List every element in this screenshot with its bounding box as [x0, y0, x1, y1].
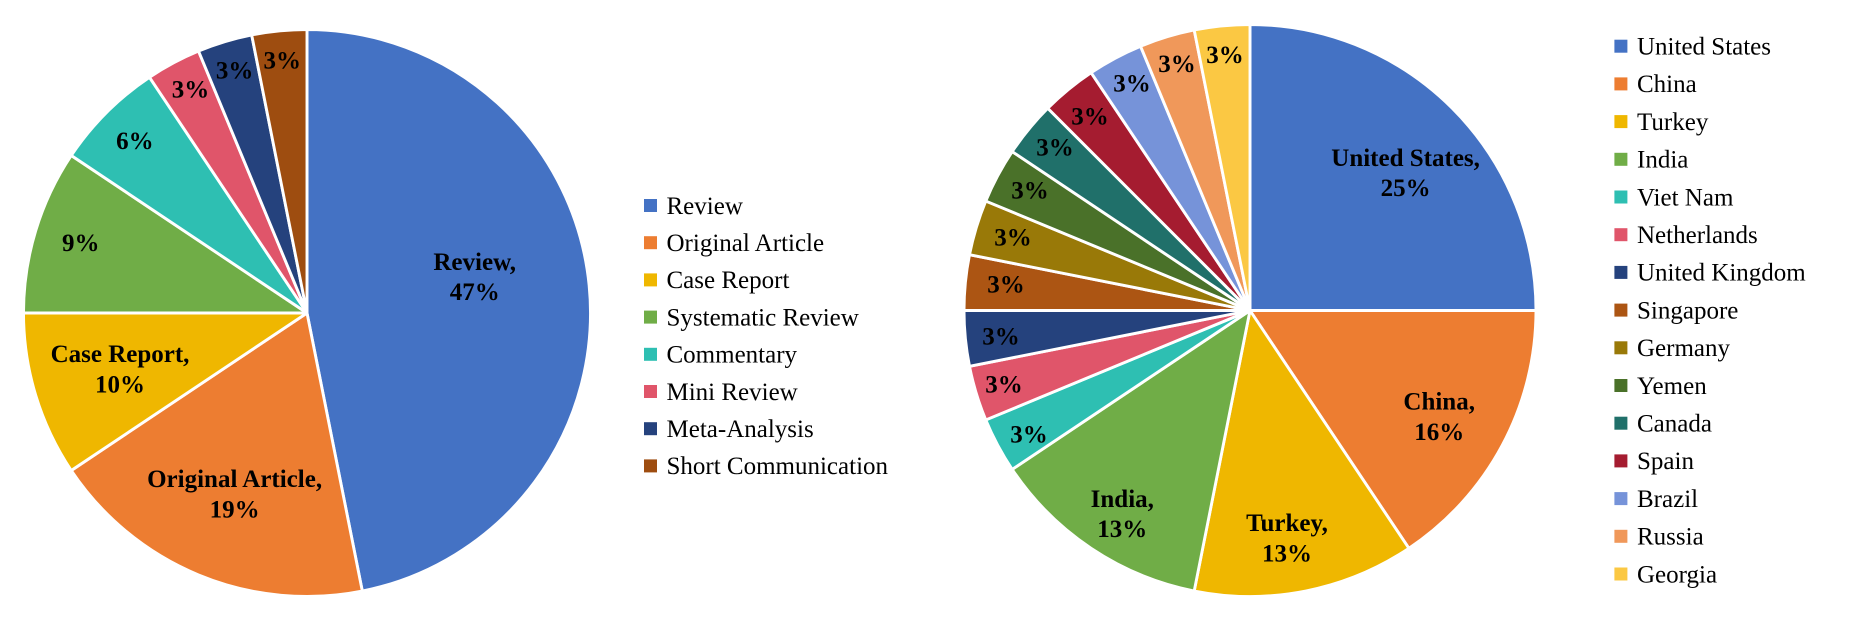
svg-text:3%: 3%	[994, 225, 1032, 252]
svg-text:Systematic Review: Systematic Review	[667, 304, 859, 331]
svg-text:3%: 3%	[1206, 42, 1244, 69]
svg-text:India: India	[1637, 147, 1688, 174]
svg-text:3%: 3%	[1113, 71, 1151, 98]
svg-text:3%: 3%	[1036, 135, 1074, 162]
svg-text:3%: 3%	[1011, 178, 1049, 205]
svg-text:3%: 3%	[1158, 51, 1196, 78]
svg-text:Review: Review	[667, 193, 743, 220]
svg-text:Viet Nam: Viet Nam	[1637, 184, 1734, 211]
svg-text:9%: 9%	[62, 230, 100, 257]
svg-text:China: China	[1637, 71, 1697, 98]
svg-text:Meta-Analysis: Meta-Analysis	[667, 416, 814, 443]
svg-text:3%: 3%	[987, 272, 1025, 299]
svg-text:Original Article: Original Article	[667, 230, 825, 257]
svg-text:3%: 3%	[216, 58, 254, 85]
svg-text:3%: 3%	[1071, 104, 1109, 131]
svg-text:Turkey: Turkey	[1637, 109, 1709, 136]
svg-text:Germany: Germany	[1637, 335, 1731, 362]
svg-text:Yemen: Yemen	[1637, 373, 1707, 400]
svg-text:Singapore: Singapore	[1637, 297, 1738, 324]
svg-text:Brazil: Brazil	[1637, 486, 1698, 513]
svg-text:Netherlands: Netherlands	[1637, 222, 1758, 249]
svg-text:Russia: Russia	[1637, 524, 1704, 551]
svg-text:Case Report: Case Report	[667, 267, 790, 294]
svg-text:Georgia: Georgia	[1637, 561, 1717, 588]
svg-text:United States: United States	[1637, 34, 1771, 61]
svg-text:3%: 3%	[264, 47, 302, 74]
svg-text:6%: 6%	[116, 128, 154, 155]
svg-text:3%: 3%	[982, 324, 1020, 351]
svg-text:3%: 3%	[172, 77, 210, 104]
svg-text:United Kingdom: United Kingdom	[1637, 260, 1806, 287]
svg-text:Canada: Canada	[1637, 411, 1712, 438]
svg-text:3%: 3%	[1010, 422, 1048, 449]
svg-text:Spain: Spain	[1637, 448, 1694, 475]
svg-text:Short Communication: Short Communication	[667, 453, 889, 480]
svg-text:Commentary: Commentary	[667, 342, 798, 369]
svg-text:Mini Review: Mini Review	[667, 379, 798, 406]
svg-text:3%: 3%	[985, 372, 1023, 399]
